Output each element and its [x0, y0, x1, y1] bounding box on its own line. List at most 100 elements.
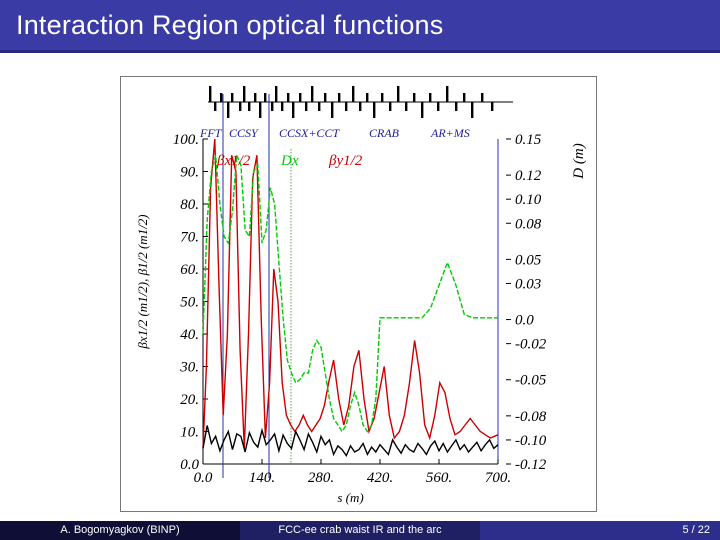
y2-tick-label: 0.0: [515, 313, 534, 329]
legend-entry: Dx: [280, 153, 299, 169]
series-line-dx: [202, 425, 499, 458]
y-tick-label: 40.: [180, 327, 199, 343]
magnet-mark: [264, 93, 267, 102]
magnet-mark: [338, 93, 341, 102]
y2-tick-label: -0.08: [515, 409, 547, 425]
magnet-mark: [275, 86, 278, 102]
magnet-mark: [311, 86, 314, 102]
magnet-mark: [397, 86, 400, 102]
x-axis-label: s (m): [337, 490, 363, 505]
legend: βx1/2 Dx βy1/2: [216, 153, 363, 169]
magnet-mark: [455, 102, 458, 111]
magnet-mark: [481, 93, 484, 102]
section-label: FFT: [199, 126, 223, 140]
section-labels: FFT CCSY CCSX+CCT CRAB AR+MS: [199, 126, 470, 140]
footer-author: A. Bogomyagkov (BINP): [0, 521, 240, 540]
y2-tick-label: -0.02: [515, 337, 547, 353]
y2-tick-label: 0.10: [515, 192, 542, 208]
footer-talk-title: FCC-ee crab waist IR and the arc: [240, 521, 480, 540]
footer-bar: A. Bogomyagkov (BINP) FCC-ee crab waist …: [0, 521, 720, 540]
chart-frame: FFT CCSY CCSX+CCT CRAB AR+MS 0.0 140. 280. 420.…: [120, 76, 597, 512]
x-tick-label: 140.: [249, 470, 275, 486]
legend-entry: βx1/2: [216, 153, 251, 169]
y-tick-label: 50.: [180, 295, 199, 311]
magnet-mark: [331, 102, 334, 118]
y2-tick-label: 0.15: [515, 132, 542, 148]
magnet-mark: [292, 102, 295, 118]
magnet-mark: [243, 86, 246, 102]
magnet-layout: [208, 86, 513, 118]
section-label: CCSX+CCT: [279, 126, 340, 140]
y-axis-label: βx1/2 (m1/2), β1/2 (m1/2): [135, 214, 150, 349]
magnet-mark: [209, 86, 212, 102]
y2-tick-label: -0.10: [515, 433, 547, 449]
y-tick-label: 80.: [180, 197, 199, 213]
y-tick-label: 60.: [180, 262, 199, 278]
y-tick-label: 90.: [180, 165, 199, 181]
series-lines: [202, 138, 499, 458]
y2-tick-label: -0.05: [515, 373, 547, 389]
series-line-beta-y: [202, 155, 498, 433]
y2-tick-label: 0.12: [515, 168, 542, 184]
magnet-mark: [214, 102, 217, 111]
magnet-mark: [220, 93, 223, 102]
magnet-mark: [413, 93, 416, 102]
y2-tick-label: -0.12: [515, 457, 547, 473]
section-label: CRAB: [369, 126, 400, 140]
magnet-mark: [231, 93, 234, 102]
magnet-mark: [227, 102, 230, 118]
magnet-mark: [373, 102, 376, 118]
x-tick-label: 0.0: [194, 470, 213, 486]
magnet-mark: [471, 102, 474, 118]
x-tick-label: 560.: [426, 470, 452, 486]
magnet-mark: [318, 102, 321, 111]
y-tick-label: 0.0: [180, 457, 199, 473]
magnet-mark: [463, 93, 466, 102]
magnet-mark: [429, 93, 432, 102]
magnet-mark: [345, 102, 348, 111]
slide-title: Interaction Region optical functions: [16, 10, 444, 40]
x-tick-label: 420.: [367, 470, 393, 486]
magnet-mark: [359, 102, 362, 111]
magnet-mark: [366, 93, 369, 102]
magnet-mark: [389, 102, 392, 111]
legend-entry: βy1/2: [328, 153, 363, 169]
series-line-beta-x: [202, 138, 499, 448]
section-label: CCSY: [229, 126, 259, 140]
magnet-mark: [352, 86, 355, 102]
y-tick-label: 20.: [180, 392, 199, 408]
x-tick-label: 700.: [485, 470, 511, 486]
page-number: 5 / 22: [682, 524, 710, 536]
magnet-mark: [299, 93, 302, 102]
magnet-mark: [405, 102, 408, 111]
magnet-mark: [254, 93, 257, 102]
x-tick-label: 280.: [308, 470, 334, 486]
magnet-mark: [271, 102, 274, 111]
magnet-mark: [239, 102, 242, 111]
magnet-mark: [437, 102, 440, 111]
footer-page-segment: 5 / 22: [480, 521, 720, 540]
magnet-mark: [324, 93, 327, 102]
magnet-mark: [281, 102, 284, 111]
axes: 0.0 140. 280. 420. 560. 700. 0.0 10. 20. 30. 40. 50…: [135, 94, 587, 505]
y-tick-label: 10.: [180, 425, 199, 441]
magnet-mark: [491, 102, 494, 111]
y-tick-label: 100.: [173, 132, 199, 148]
y2-tick-label: 0.08: [515, 216, 542, 232]
magnet-mark: [248, 102, 251, 111]
magnet-mark: [287, 93, 290, 102]
y2-axis-label: D (m): [571, 143, 587, 179]
magnet-mark: [381, 93, 384, 102]
y-tick-label: 70.: [180, 230, 199, 246]
magnet-mark: [421, 102, 424, 118]
header-divider: [0, 50, 720, 53]
magnet-mark: [259, 102, 262, 118]
section-label: AR+MS: [430, 126, 470, 140]
optics-chart: FFT CCSY CCSX+CCT CRAB AR+MS 0.0 140. 280. 420.…: [135, 86, 587, 505]
slide-header: Interaction Region optical functions: [0, 0, 720, 50]
y2-tick-label: 0.03: [515, 276, 541, 292]
y-tick-label: 30.: [179, 360, 199, 376]
magnet-mark: [305, 102, 308, 111]
magnet-mark: [446, 86, 449, 102]
y2-tick-label: 0.05: [515, 252, 542, 268]
